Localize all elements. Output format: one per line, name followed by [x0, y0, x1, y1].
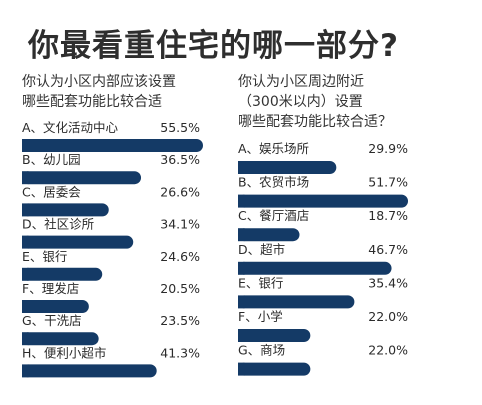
left-category-label: B、幼儿园	[22, 152, 81, 167]
right-bar	[238, 261, 392, 275]
right-category-label: A、娱乐场所	[238, 141, 309, 156]
left-bar	[22, 300, 89, 313]
left-category-label: E、银行	[22, 249, 67, 264]
left-bar	[22, 235, 134, 249]
right-category-label: D、超市	[238, 242, 285, 257]
right-value-label: 22.0%	[368, 309, 408, 324]
right-bar	[238, 194, 408, 208]
right-bar-cap	[238, 329, 245, 342]
left-bar	[22, 171, 142, 185]
right-bar-cap	[238, 161, 245, 174]
right-value-label: 46.7%	[368, 242, 408, 257]
right-header-line: 你认为小区周边附近	[238, 74, 364, 90]
right-category-label: C、餐厅酒店	[238, 208, 309, 223]
page-title: 你最看重住宅的哪一部分?	[28, 28, 399, 64]
left-value-label: 55.5%	[160, 120, 200, 135]
left-bar-cap	[22, 235, 29, 249]
left-bar-cap	[22, 203, 29, 217]
right-header-line: （300米以内）设置	[238, 94, 363, 110]
right-category-label: G、商场	[238, 343, 285, 358]
left-category-label: G、干洗店	[22, 313, 82, 328]
left-bar-cap	[22, 267, 29, 281]
left-category-label: F、理发店	[22, 281, 79, 296]
left-chart-header: 你认为小区内部应该设置 哪些配套功能比较合适	[22, 72, 176, 112]
left-bar-cap	[22, 332, 29, 346]
right-bar	[238, 362, 311, 376]
right-category-label: B、农贸市场	[238, 175, 309, 190]
right-bar	[238, 161, 337, 174]
left-value-label: 20.5%	[160, 281, 200, 296]
left-category-label: D、社区诊所	[22, 217, 94, 232]
right-header-line: 哪些配套功能比较合适？	[238, 114, 392, 130]
right-bar-cap	[238, 362, 245, 376]
right-category-label: F、小学	[238, 309, 283, 324]
left-bar-cap	[22, 139, 29, 152]
left-bar	[22, 364, 157, 378]
left-bar-cap	[22, 300, 29, 313]
right-value-label: 51.7%	[368, 175, 408, 190]
left-bar-cap	[22, 364, 29, 378]
left-category-label: H、便利小超市	[22, 345, 106, 360]
left-value-label: 41.3%	[160, 345, 200, 360]
left-value-label: 34.1%	[160, 217, 200, 232]
right-bar	[238, 228, 300, 242]
left-value-label: 23.5%	[160, 313, 200, 328]
right-value-label: 29.9%	[368, 141, 408, 156]
right-bar-cap	[238, 295, 245, 309]
left-bar	[22, 203, 109, 217]
left-value-label: 36.5%	[160, 152, 200, 167]
right-value-label: 22.0%	[368, 343, 408, 358]
right-bar-cap	[238, 261, 245, 275]
right-bar-cap	[238, 228, 245, 242]
right-category-label: E、银行	[238, 275, 283, 290]
left-value-label: 26.6%	[160, 184, 200, 199]
left-category-label: C、居委会	[22, 184, 81, 199]
left-bar	[22, 139, 203, 152]
right-value-label: 18.7%	[368, 208, 408, 223]
left-category-label: A、文化活动中心	[22, 120, 119, 135]
right-value-label: 35.4%	[368, 275, 408, 290]
left-header-line: 你认为小区内部应该设置	[22, 74, 176, 90]
right-bar	[238, 329, 311, 342]
left-value-label: 24.6%	[160, 249, 200, 264]
right-bar-cap	[238, 194, 245, 208]
right-bar	[238, 295, 355, 309]
left-header-line: 哪些配套功能比较合适	[22, 94, 162, 110]
left-bar-cap	[22, 171, 29, 185]
right-chart-header: 你认为小区周边附近 （300米以内）设置 哪些配套功能比较合适？	[238, 72, 392, 132]
left-bar	[22, 332, 99, 346]
left-bar	[22, 267, 103, 281]
